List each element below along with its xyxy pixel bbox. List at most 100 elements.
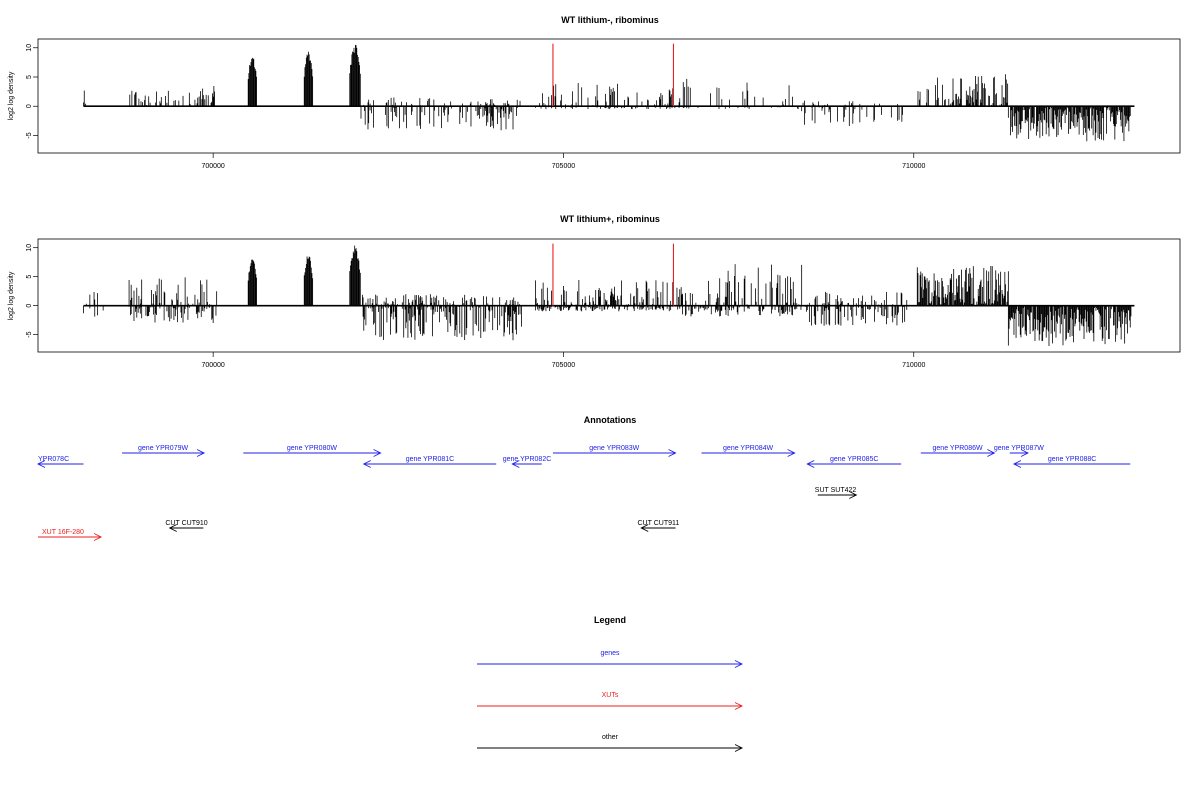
feature-xut: XUT 16F-280 xyxy=(38,529,103,541)
feature-gene: YPR078C xyxy=(36,456,84,468)
legend-item: genes xyxy=(477,650,744,668)
feature-label: gene YPR086W xyxy=(933,445,983,452)
arrowhead xyxy=(362,460,371,468)
legend-label: genes xyxy=(600,650,620,657)
density-segment xyxy=(128,277,218,324)
feature-gene: gene YPR086W xyxy=(920,445,996,457)
axes: -5 0 5 10 700000 705000 710000 xyxy=(26,44,926,170)
density-segment xyxy=(478,99,521,131)
legend: Legend genes XUTs other xyxy=(477,615,744,752)
feature-other: CUT CUT910 xyxy=(165,520,208,532)
feature-label: YPR078C xyxy=(38,456,69,463)
feature-list: YPR078C gene YPR079W gene YPR080W gene YPR0… xyxy=(36,445,1131,541)
plot-frame xyxy=(37,238,1181,353)
density-segment xyxy=(535,280,683,312)
density-segment xyxy=(200,86,216,107)
density-segment xyxy=(349,44,361,107)
feature-label: gene YPR081C xyxy=(406,456,455,463)
arrowhead xyxy=(787,449,796,457)
feature-label: XUT 16F-280 xyxy=(42,529,84,536)
arrowhead xyxy=(511,460,520,468)
arrowhead xyxy=(36,460,46,468)
arrowhead xyxy=(640,524,649,532)
density-segment xyxy=(361,294,522,341)
legend-label: XUTs xyxy=(602,692,619,699)
feature-gene: gene YPR085C xyxy=(806,456,902,468)
x-tick-label: 710000 xyxy=(902,163,925,170)
density-bars xyxy=(83,43,1135,142)
chart-title: WT lithium+, ribominus xyxy=(560,214,660,224)
density-segment xyxy=(801,100,859,127)
feature-label: gene YPR082C xyxy=(503,456,552,463)
density-segment xyxy=(303,256,314,306)
feature-label: gene YPR084W xyxy=(723,445,773,452)
arrowhead xyxy=(196,449,206,457)
y-tick-label: -5 xyxy=(26,132,33,138)
feature-label: SUT SUT422 xyxy=(815,487,857,494)
arrowhead xyxy=(734,660,744,668)
feature-gene: gene YPR088C xyxy=(1012,456,1131,468)
y-tick-label: 10 xyxy=(26,44,33,52)
arrowhead xyxy=(373,449,382,457)
x-tick-label: 705000 xyxy=(552,163,575,170)
feature-gene: gene YPR087W xyxy=(994,445,1044,457)
arrowhead xyxy=(93,533,103,541)
arrowhead xyxy=(668,449,677,457)
feature-gene: gene YPR083W xyxy=(552,445,677,457)
legend-item: XUTs xyxy=(477,692,744,710)
density-segment xyxy=(916,266,1009,306)
chart-title: WT lithium-, ribominus xyxy=(561,15,659,25)
arrowhead xyxy=(168,524,177,532)
y-axis-label: log2 log density xyxy=(8,71,15,120)
feature-gene: gene YPR081C xyxy=(362,456,497,468)
feature-gene: gene YPR084W xyxy=(701,445,796,457)
density-segment xyxy=(247,57,257,107)
legend-item: other xyxy=(477,734,744,752)
feature-label: gene YPR083W xyxy=(589,445,639,452)
feature-label: CUT CUT911 xyxy=(638,520,680,527)
x-tick-label: 710000 xyxy=(902,362,925,369)
arrowhead xyxy=(987,449,996,457)
feature-gene: gene YPR080W xyxy=(243,445,382,457)
x-tick-label: 705000 xyxy=(552,362,575,369)
y-tick-label: 10 xyxy=(26,244,33,252)
feature-label: gene YPR079W xyxy=(138,445,188,452)
y-tick-label: 5 xyxy=(26,275,33,279)
arrowhead xyxy=(806,460,815,468)
feature-label: gene YPR085C xyxy=(830,456,879,463)
density-segment xyxy=(83,90,87,107)
density-segment xyxy=(349,245,361,306)
density-segment xyxy=(360,97,480,130)
legend-title: Legend xyxy=(594,615,626,625)
density-segment xyxy=(682,78,799,110)
x-tick-label: 700000 xyxy=(201,163,224,170)
density-segment xyxy=(129,90,200,107)
density-segment xyxy=(1007,305,1132,346)
density-segment xyxy=(83,292,104,317)
arrowhead xyxy=(1020,449,1029,457)
plot-frame xyxy=(37,38,1181,154)
feature-label: gene YPR080W xyxy=(287,445,337,452)
density-segment xyxy=(804,291,908,326)
feature-label: gene YPR088C xyxy=(1048,456,1097,463)
annotations-title: Annotations xyxy=(584,415,637,425)
axes: -5 0 5 10 700000 705000 710000 xyxy=(26,244,926,369)
y-tick-label: 0 xyxy=(26,104,33,108)
arrowhead xyxy=(849,491,858,499)
annotation-track: Annotations YPR078C gene YPR079W gene YPR0… xyxy=(36,415,1131,541)
legend-label: other xyxy=(602,734,619,741)
density-segment xyxy=(682,264,803,317)
chart-panel-lithium-minus: WT lithium-, ribominus log2 log density … xyxy=(8,15,1181,170)
feature-gene: gene YPR079W xyxy=(122,445,206,457)
y-tick-label: 5 xyxy=(26,75,33,79)
feature-other: SUT SUT422 xyxy=(815,487,858,499)
density-segment xyxy=(1007,106,1132,142)
arrowhead xyxy=(734,702,744,710)
density-segment xyxy=(859,103,905,123)
x-tick-label: 700000 xyxy=(201,362,224,369)
y-axis-label: log2 log density xyxy=(8,271,15,320)
feature-label: gene YPR087W xyxy=(994,445,1044,452)
arrowhead xyxy=(734,744,744,752)
feature-other: CUT CUT911 xyxy=(638,520,680,532)
